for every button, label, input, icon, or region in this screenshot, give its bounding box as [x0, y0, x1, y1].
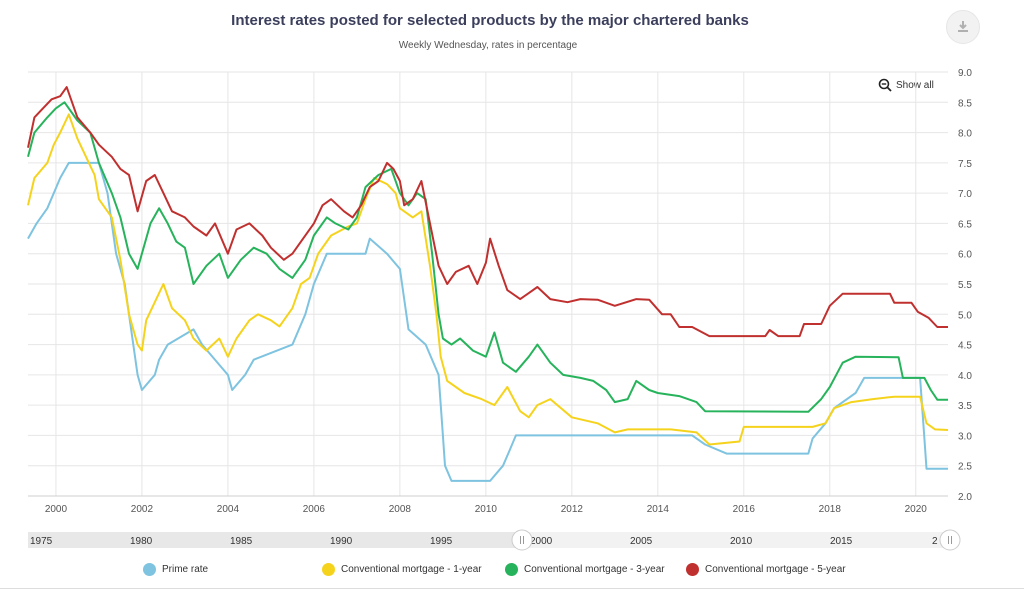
y-tick-label: 5.0: [958, 310, 972, 321]
legend-label: Prime rate: [162, 564, 209, 575]
navigator-left-handle[interactable]: [511, 529, 533, 551]
x-tick-label: 2000: [45, 504, 68, 515]
y-tick-label: 4.5: [958, 341, 972, 352]
y-tick-label: 2.0: [958, 492, 972, 503]
y-tick-label: 8.0: [958, 129, 972, 140]
x-tick-label: 2004: [217, 504, 240, 515]
y-tick-label: 2.5: [958, 462, 972, 473]
navigator-year-label: 2: [932, 536, 938, 547]
legend-label: Conventional mortgage - 3-year: [524, 564, 665, 575]
y-tick-label: 7.5: [958, 159, 972, 170]
download-icon: [958, 21, 968, 32]
y-tick-label: 6.0: [958, 250, 972, 261]
legend-marker: [143, 563, 156, 576]
legend: Prime rate Conventional mortgage - 1-yea…: [0, 563, 1024, 583]
navigator-year-label: 2010: [730, 536, 753, 547]
download-button[interactable]: [946, 10, 980, 44]
chart-title: Interest rates posted for selected produ…: [231, 12, 749, 29]
grid-lines: [28, 71, 948, 497]
series-mortgage-1-year: [27, 113, 949, 446]
series-mortgage-5-year: [27, 86, 948, 338]
y-tick-label: 4.0: [958, 371, 972, 382]
legend-item-mortgage-3-year[interactable]: Conventional mortgage - 3-year: [505, 563, 665, 576]
x-tick-label: 2012: [561, 504, 584, 515]
legend-label: Conventional mortgage - 5-year: [705, 564, 846, 575]
axes: 9.0 8.5 8.0 7.5 7.0 6.5 6.0 5.5 5.0 4.5 4.0 3.5 3.0 2…: [28, 68, 972, 515]
x-tick-label: 2016: [733, 504, 756, 515]
x-tick-label: 2008: [389, 504, 412, 515]
zoom-out-icon: [878, 78, 892, 92]
navigator-year-label: 1995: [430, 536, 453, 547]
show-all-label: Show all: [896, 79, 934, 91]
y-tick-label: 8.5: [958, 98, 972, 109]
navigator-year-label: 2000: [530, 536, 553, 547]
navigator-year-label: 1990: [330, 536, 353, 547]
x-tick-label: 2014: [647, 504, 670, 515]
navigator-year-label: 1985: [230, 536, 253, 547]
series-mortgage-3-year: [27, 101, 948, 413]
series-prime-rate: [27, 161, 948, 482]
navigator-year-label: 1980: [130, 536, 153, 547]
x-tick-label: 2002: [131, 504, 154, 515]
series-layer: [27, 86, 949, 482]
navigator-year-label: 2015: [830, 536, 853, 547]
x-tick-label: 2006: [303, 504, 326, 515]
legend-item-mortgage-5-year[interactable]: Conventional mortgage - 5-year: [686, 563, 846, 576]
x-tick-label: 2010: [475, 504, 498, 515]
navigator-right-handle[interactable]: [939, 529, 961, 551]
navigator-year-label: 1975: [30, 536, 53, 547]
y-tick-label: 5.5: [958, 280, 972, 291]
x-tick-label: 2020: [905, 504, 928, 515]
legend-marker: [505, 563, 518, 576]
y-tick-label: 3.0: [958, 431, 972, 442]
y-tick-label: 6.5: [958, 219, 972, 230]
y-tick-label: 7.0: [958, 189, 972, 200]
legend-marker: [686, 563, 699, 576]
x-tick-label: 2018: [819, 504, 842, 515]
legend-label: Conventional mortgage - 1-year: [341, 564, 482, 575]
y-tick-label: 9.0: [958, 68, 972, 79]
chart-subtitle: Weekly Wednesday, rates in percentage: [398, 40, 578, 51]
navigator-selected-range: [522, 532, 948, 548]
range-navigator[interactable]: 1975 1980 1985 1990 1995 2000 2005 2010 2015 2: [28, 529, 961, 551]
bottom-divider: [0, 588, 1024, 589]
y-tick-label: 3.5: [958, 401, 972, 412]
navigator-year-label: 2005: [630, 536, 653, 547]
legend-marker: [322, 563, 335, 576]
legend-item-prime-rate[interactable]: Prime rate: [143, 563, 208, 576]
show-all-button[interactable]: Show all: [878, 78, 934, 92]
legend-item-mortgage-1-year[interactable]: Conventional mortgage - 1-year: [322, 563, 482, 576]
